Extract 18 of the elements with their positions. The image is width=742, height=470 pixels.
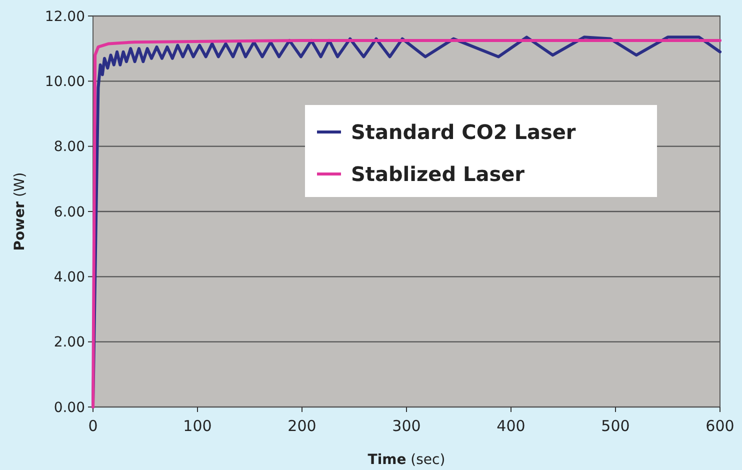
x-axis-title: Time (sec)	[368, 452, 446, 468]
legend-label: Stablized Laser	[351, 162, 525, 186]
y-axis-title: Power (W)	[12, 172, 28, 251]
x-tick-label: 200	[288, 417, 316, 435]
x-tick-label: 600	[706, 417, 734, 435]
x-tick-label: 100	[183, 417, 212, 435]
x-tick-label: 400	[496, 417, 526, 435]
x-tick-label: 500	[601, 417, 630, 435]
y-tick-label: 6.00	[54, 204, 85, 220]
y-tick-label: 12.00	[44, 8, 85, 25]
y-tick-label: 8.00	[54, 139, 85, 156]
y-tick-label: 2.00	[54, 334, 85, 351]
y-tick-label: 0.00	[54, 400, 85, 416]
y-tick-label: 4.00	[54, 270, 85, 286]
x-tick-label: 0	[88, 417, 98, 435]
x-tick-label: 300	[392, 417, 421, 435]
legend-label: Standard CO2 Laser	[351, 120, 576, 144]
y-tick-label: 10.00	[44, 74, 85, 90]
